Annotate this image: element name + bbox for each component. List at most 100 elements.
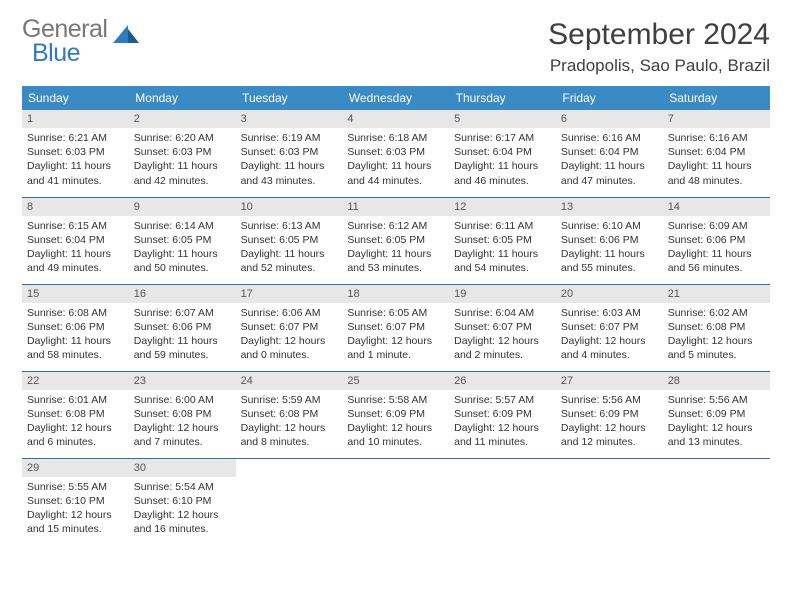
- calendar-cell: 30Sunrise: 5:54 AMSunset: 6:10 PMDayligh…: [129, 458, 236, 545]
- day-info: Sunrise: 6:11 AMSunset: 6:05 PMDaylight:…: [449, 216, 556, 280]
- day-info: Sunrise: 6:04 AMSunset: 6:07 PMDaylight:…: [449, 303, 556, 367]
- month-title: September 2024: [548, 18, 770, 52]
- calendar-cell-empty: [449, 458, 556, 545]
- day-number: 23: [129, 372, 236, 390]
- day-number: 25: [342, 372, 449, 390]
- day-number: 18: [342, 285, 449, 303]
- day-info: Sunrise: 5:57 AMSunset: 6:09 PMDaylight:…: [449, 390, 556, 454]
- day-info: Sunrise: 6:16 AMSunset: 6:04 PMDaylight:…: [663, 128, 770, 192]
- calendar-cell: 21Sunrise: 6:02 AMSunset: 6:08 PMDayligh…: [663, 284, 770, 371]
- day-number: 9: [129, 198, 236, 216]
- day-number: 2: [129, 110, 236, 128]
- day-info: Sunrise: 6:02 AMSunset: 6:08 PMDaylight:…: [663, 303, 770, 367]
- day-info: Sunrise: 6:05 AMSunset: 6:07 PMDaylight:…: [342, 303, 449, 367]
- day-number: 22: [22, 372, 129, 390]
- day-number: 15: [22, 285, 129, 303]
- day-info: Sunrise: 6:01 AMSunset: 6:08 PMDaylight:…: [22, 390, 129, 454]
- day-info: Sunrise: 5:54 AMSunset: 6:10 PMDaylight:…: [129, 477, 236, 541]
- calendar-cell-empty: [556, 458, 663, 545]
- location: Pradopolis, Sao Paulo, Brazil: [548, 56, 770, 76]
- calendar-head: SundayMondayTuesdayWednesdayThursdayFrid…: [22, 86, 770, 110]
- calendar-cell: 15Sunrise: 6:08 AMSunset: 6:06 PMDayligh…: [22, 284, 129, 371]
- logo-word-2: Blue: [32, 42, 107, 66]
- calendar-cell: 2Sunrise: 6:20 AMSunset: 6:03 PMDaylight…: [129, 110, 236, 197]
- day-number: 7: [663, 110, 770, 128]
- day-info: Sunrise: 6:07 AMSunset: 6:06 PMDaylight:…: [129, 303, 236, 367]
- day-number: 3: [236, 110, 343, 128]
- day-number: 30: [129, 459, 236, 477]
- day-number: 20: [556, 285, 663, 303]
- day-info: Sunrise: 6:21 AMSunset: 6:03 PMDaylight:…: [22, 128, 129, 192]
- calendar-cell: 18Sunrise: 6:05 AMSunset: 6:07 PMDayligh…: [342, 284, 449, 371]
- calendar-cell: 19Sunrise: 6:04 AMSunset: 6:07 PMDayligh…: [449, 284, 556, 371]
- day-number: 4: [342, 110, 449, 128]
- calendar-row: 15Sunrise: 6:08 AMSunset: 6:06 PMDayligh…: [22, 284, 770, 371]
- weekday-header: Wednesday: [342, 86, 449, 110]
- day-number: 14: [663, 198, 770, 216]
- day-info: Sunrise: 5:56 AMSunset: 6:09 PMDaylight:…: [663, 390, 770, 454]
- day-number: 28: [663, 372, 770, 390]
- calendar-cell: 28Sunrise: 5:56 AMSunset: 6:09 PMDayligh…: [663, 371, 770, 458]
- calendar-cell: 4Sunrise: 6:18 AMSunset: 6:03 PMDaylight…: [342, 110, 449, 197]
- logo-text: General Blue: [22, 18, 107, 66]
- day-info: Sunrise: 5:56 AMSunset: 6:09 PMDaylight:…: [556, 390, 663, 454]
- day-info: Sunrise: 6:13 AMSunset: 6:05 PMDaylight:…: [236, 216, 343, 280]
- day-number: 17: [236, 285, 343, 303]
- day-info: Sunrise: 6:20 AMSunset: 6:03 PMDaylight:…: [129, 128, 236, 192]
- day-info: Sunrise: 6:19 AMSunset: 6:03 PMDaylight:…: [236, 128, 343, 192]
- weekday-header: Friday: [556, 86, 663, 110]
- weekday-header: Thursday: [449, 86, 556, 110]
- calendar-cell: 10Sunrise: 6:13 AMSunset: 6:05 PMDayligh…: [236, 197, 343, 284]
- weekday-header: Tuesday: [236, 86, 343, 110]
- calendar-cell: 13Sunrise: 6:10 AMSunset: 6:06 PMDayligh…: [556, 197, 663, 284]
- day-info: Sunrise: 6:14 AMSunset: 6:05 PMDaylight:…: [129, 216, 236, 280]
- calendar-cell: 26Sunrise: 5:57 AMSunset: 6:09 PMDayligh…: [449, 371, 556, 458]
- calendar-cell: 5Sunrise: 6:17 AMSunset: 6:04 PMDaylight…: [449, 110, 556, 197]
- calendar-table: SundayMondayTuesdayWednesdayThursdayFrid…: [22, 86, 770, 545]
- day-number: 27: [556, 372, 663, 390]
- day-number: 5: [449, 110, 556, 128]
- calendar-cell-empty: [236, 458, 343, 545]
- day-info: Sunrise: 6:03 AMSunset: 6:07 PMDaylight:…: [556, 303, 663, 367]
- page-header: General Blue September 2024 Pradopolis, …: [22, 18, 770, 76]
- calendar-cell: 16Sunrise: 6:07 AMSunset: 6:06 PMDayligh…: [129, 284, 236, 371]
- calendar-cell: 24Sunrise: 5:59 AMSunset: 6:08 PMDayligh…: [236, 371, 343, 458]
- day-info: Sunrise: 6:10 AMSunset: 6:06 PMDaylight:…: [556, 216, 663, 280]
- day-number: 19: [449, 285, 556, 303]
- day-number: 16: [129, 285, 236, 303]
- day-info: Sunrise: 5:55 AMSunset: 6:10 PMDaylight:…: [22, 477, 129, 541]
- day-info: Sunrise: 6:12 AMSunset: 6:05 PMDaylight:…: [342, 216, 449, 280]
- day-info: Sunrise: 5:58 AMSunset: 6:09 PMDaylight:…: [342, 390, 449, 454]
- day-number: 10: [236, 198, 343, 216]
- calendar-cell: 9Sunrise: 6:14 AMSunset: 6:05 PMDaylight…: [129, 197, 236, 284]
- day-info: Sunrise: 6:16 AMSunset: 6:04 PMDaylight:…: [556, 128, 663, 192]
- day-number: 29: [22, 459, 129, 477]
- calendar-body: 1Sunrise: 6:21 AMSunset: 6:03 PMDaylight…: [22, 110, 770, 545]
- day-number: 6: [556, 110, 663, 128]
- title-block: September 2024 Pradopolis, Sao Paulo, Br…: [548, 18, 770, 76]
- calendar-cell: 7Sunrise: 6:16 AMSunset: 6:04 PMDaylight…: [663, 110, 770, 197]
- day-info: Sunrise: 5:59 AMSunset: 6:08 PMDaylight:…: [236, 390, 343, 454]
- day-info: Sunrise: 6:06 AMSunset: 6:07 PMDaylight:…: [236, 303, 343, 367]
- day-number: 21: [663, 285, 770, 303]
- day-info: Sunrise: 6:08 AMSunset: 6:06 PMDaylight:…: [22, 303, 129, 367]
- weekday-row: SundayMondayTuesdayWednesdayThursdayFrid…: [22, 86, 770, 110]
- day-info: Sunrise: 6:18 AMSunset: 6:03 PMDaylight:…: [342, 128, 449, 192]
- calendar-row: 22Sunrise: 6:01 AMSunset: 6:08 PMDayligh…: [22, 371, 770, 458]
- day-number: 11: [342, 198, 449, 216]
- calendar-cell: 20Sunrise: 6:03 AMSunset: 6:07 PMDayligh…: [556, 284, 663, 371]
- day-number: 1: [22, 110, 129, 128]
- calendar-cell: 3Sunrise: 6:19 AMSunset: 6:03 PMDaylight…: [236, 110, 343, 197]
- logo: General Blue: [22, 18, 139, 66]
- day-info: Sunrise: 6:00 AMSunset: 6:08 PMDaylight:…: [129, 390, 236, 454]
- calendar-cell: 17Sunrise: 6:06 AMSunset: 6:07 PMDayligh…: [236, 284, 343, 371]
- calendar-cell-empty: [342, 458, 449, 545]
- calendar-cell: 29Sunrise: 5:55 AMSunset: 6:10 PMDayligh…: [22, 458, 129, 545]
- calendar-cell: 11Sunrise: 6:12 AMSunset: 6:05 PMDayligh…: [342, 197, 449, 284]
- logo-mark-icon: [113, 21, 139, 43]
- weekday-header: Monday: [129, 86, 236, 110]
- day-number: 13: [556, 198, 663, 216]
- calendar-cell: 1Sunrise: 6:21 AMSunset: 6:03 PMDaylight…: [22, 110, 129, 197]
- day-number: 24: [236, 372, 343, 390]
- calendar-cell: 22Sunrise: 6:01 AMSunset: 6:08 PMDayligh…: [22, 371, 129, 458]
